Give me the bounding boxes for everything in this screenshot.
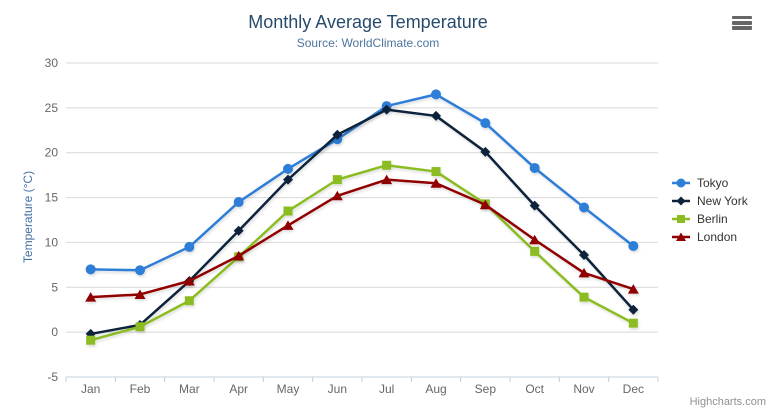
legend-item-label: Tokyo [697, 176, 729, 190]
x-axis-label: Mar [179, 382, 200, 396]
data-point-triangle [331, 190, 343, 201]
y-axis-label: 15 [45, 191, 59, 205]
series-line [90, 108, 635, 336]
x-axis-label: Aug [425, 382, 446, 396]
chart-title: Monthly Average Temperature [248, 12, 488, 32]
legend-marker-shape [676, 178, 686, 188]
hamburger-bar [732, 16, 752, 20]
legend-item-london[interactable]: London [672, 228, 748, 246]
data-point-diamond [381, 104, 392, 115]
data-point-triangle [282, 220, 294, 230]
y-axis-label: 20 [45, 146, 59, 160]
x-axis-label: Dec [623, 382, 644, 396]
series-london [85, 174, 639, 302]
data-point-square [86, 335, 96, 345]
legend-marker-shape [676, 232, 686, 241]
legend-marker-icon [672, 178, 690, 188]
chart-subtitle: Source: WorldClimate.com [296, 36, 440, 50]
y-axis-title: Temperature (°C) [21, 170, 35, 264]
data-point-circle [529, 162, 540, 173]
data-point-square [382, 160, 392, 170]
credits-link[interactable]: Highcharts.com [689, 396, 766, 408]
data-point-square [530, 246, 540, 256]
data-point-triangle [381, 174, 393, 185]
legend-marker-icon [672, 215, 690, 223]
legend-marker-icon [672, 196, 690, 206]
series-line [90, 178, 634, 299]
hamburger-bar [732, 26, 752, 30]
data-point-square [283, 206, 293, 216]
data-point-triangle [85, 292, 97, 302]
x-axis-label: Jul [379, 382, 394, 396]
data-point-square [579, 292, 589, 302]
data-point-diamond [332, 129, 343, 140]
data-point-square [135, 322, 145, 332]
data-point-circle [135, 265, 145, 276]
data-point-triangle [233, 250, 245, 261]
y-axis-label: -5 [47, 370, 58, 384]
x-axis-label: Oct [525, 382, 544, 396]
x-axis-label: Feb [130, 382, 151, 396]
data-point-circle [579, 202, 589, 213]
y-axis-label: 30 [45, 56, 59, 70]
legend: Tokyo New York Berlin London [672, 174, 748, 246]
data-point-square [628, 318, 638, 328]
data-point-triangle [627, 284, 639, 294]
x-axis-label: May [277, 382, 300, 396]
y-axis-label: 0 [51, 325, 58, 339]
series-tokyo [85, 89, 639, 276]
data-point-triangle [430, 178, 442, 188]
data-point-triangle [529, 234, 541, 245]
data-point-diamond [628, 304, 639, 315]
x-axis-label: Jan [81, 382, 100, 396]
data-point-circle [233, 197, 244, 208]
legend-item-tokyo[interactable]: Tokyo [672, 174, 748, 192]
legend-item-new-york[interactable]: New York [672, 192, 748, 210]
data-point-circle [480, 118, 491, 129]
x-axis-label: Apr [229, 382, 248, 396]
y-axis-label: 10 [45, 235, 59, 249]
data-point-circle [85, 264, 96, 275]
hamburger-menu-icon[interactable] [732, 16, 754, 34]
data-point-diamond [579, 249, 589, 260]
data-point-square [431, 167, 441, 177]
data-point-circle [184, 241, 195, 252]
y-axis-label: 25 [45, 101, 59, 115]
data-point-diamond [233, 225, 244, 236]
data-point-square [332, 175, 342, 185]
data-point-circle [431, 89, 441, 100]
series-line [90, 164, 634, 342]
data-point-triangle [183, 276, 195, 286]
legend-item-berlin[interactable]: Berlin [672, 210, 748, 228]
legend-item-label: Berlin [697, 212, 728, 226]
data-point-diamond [283, 174, 293, 185]
series-line [90, 93, 635, 272]
legend-marker-icon [672, 232, 690, 241]
data-point-triangle [134, 289, 146, 299]
data-point-diamond [529, 200, 540, 211]
legend-item-label: New York [697, 194, 748, 208]
legend-marker-shape [677, 215, 685, 223]
data-point-diamond [431, 110, 441, 121]
data-point-square [184, 296, 194, 306]
legend-marker-shape [676, 196, 686, 206]
x-axis-label: Sep [475, 382, 497, 396]
data-point-triangle [578, 267, 590, 278]
y-axis-label: 5 [51, 280, 58, 294]
x-axis-label: Jun [328, 382, 347, 396]
data-point-triangle [479, 199, 491, 210]
x-axis-label: Nov [573, 382, 594, 396]
data-point-circle [283, 163, 293, 174]
legend-item-label: London [697, 230, 738, 244]
hamburger-bar [732, 21, 752, 25]
series-new-york [85, 104, 639, 339]
data-point-circle [628, 241, 639, 252]
data-point-diamond [480, 146, 491, 157]
